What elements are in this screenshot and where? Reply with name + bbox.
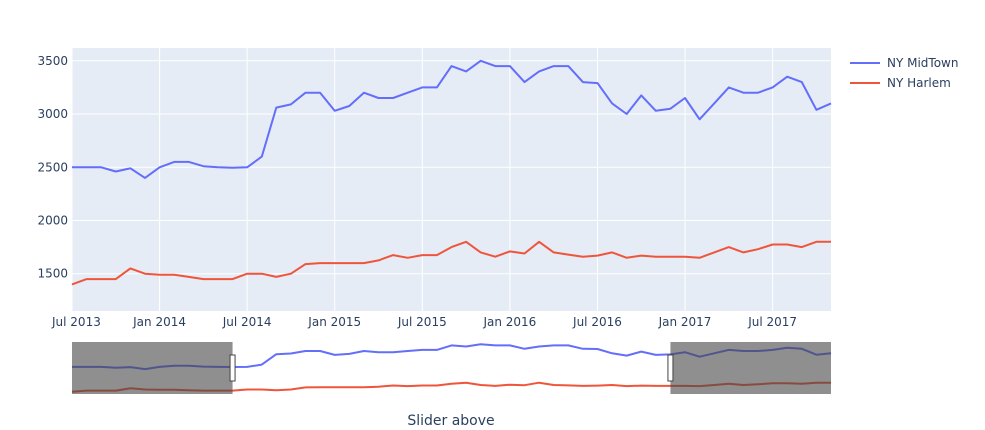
- x-tick-label: Jan 2017: [658, 315, 712, 329]
- x-tick-label: Jan 2015: [307, 315, 361, 329]
- y-tick-labels: 1500 2000 2500 3000 3500: [37, 54, 68, 281]
- y-tick-label: 3500: [37, 54, 68, 68]
- x-tick-label: Jan 2014: [132, 315, 186, 329]
- x-tick-label: Jan 2016: [482, 315, 536, 329]
- legend-item[interactable]: NY Harlem: [850, 76, 951, 90]
- legend-label: NY Harlem: [887, 76, 951, 90]
- legend-item[interactable]: NY MidTown: [850, 56, 958, 70]
- plot-background: [72, 48, 831, 311]
- x-tick-label: Jul 2014: [222, 315, 272, 329]
- x-tick-labels: Jul 2013 Jan 2014 Jul 2014 Jan 2015 Jul 2015…: [51, 315, 797, 329]
- y-tick-label: 3000: [37, 107, 68, 121]
- series-line: [72, 59, 832, 179]
- x-tick-label: Jul 2017: [747, 315, 797, 329]
- x-tick-label: Jul 2016: [572, 315, 622, 329]
- legend-label: NY MidTown: [887, 56, 958, 70]
- range-slider-right-handle[interactable]: [667, 354, 674, 382]
- y-tick-label: 1500: [37, 267, 68, 281]
- x-gridlines: [71, 48, 774, 311]
- y-tick-label: 2000: [37, 213, 68, 227]
- series-line: [71, 240, 831, 286]
- range-slider-left-handle[interactable]: [229, 354, 236, 382]
- range-slider-left-mask: [72, 342, 233, 394]
- x-tick-label: Jul 2013: [51, 315, 101, 329]
- x-tick-label: Jul 2015: [397, 315, 447, 329]
- range-slider-right-mask: [670, 342, 831, 394]
- x-axis-title: Slider above: [407, 413, 494, 429]
- legend: NY MidTown NY Harlem: [850, 56, 958, 90]
- y-tick-label: 2500: [37, 160, 68, 174]
- main-series-lines: [71, 59, 832, 286]
